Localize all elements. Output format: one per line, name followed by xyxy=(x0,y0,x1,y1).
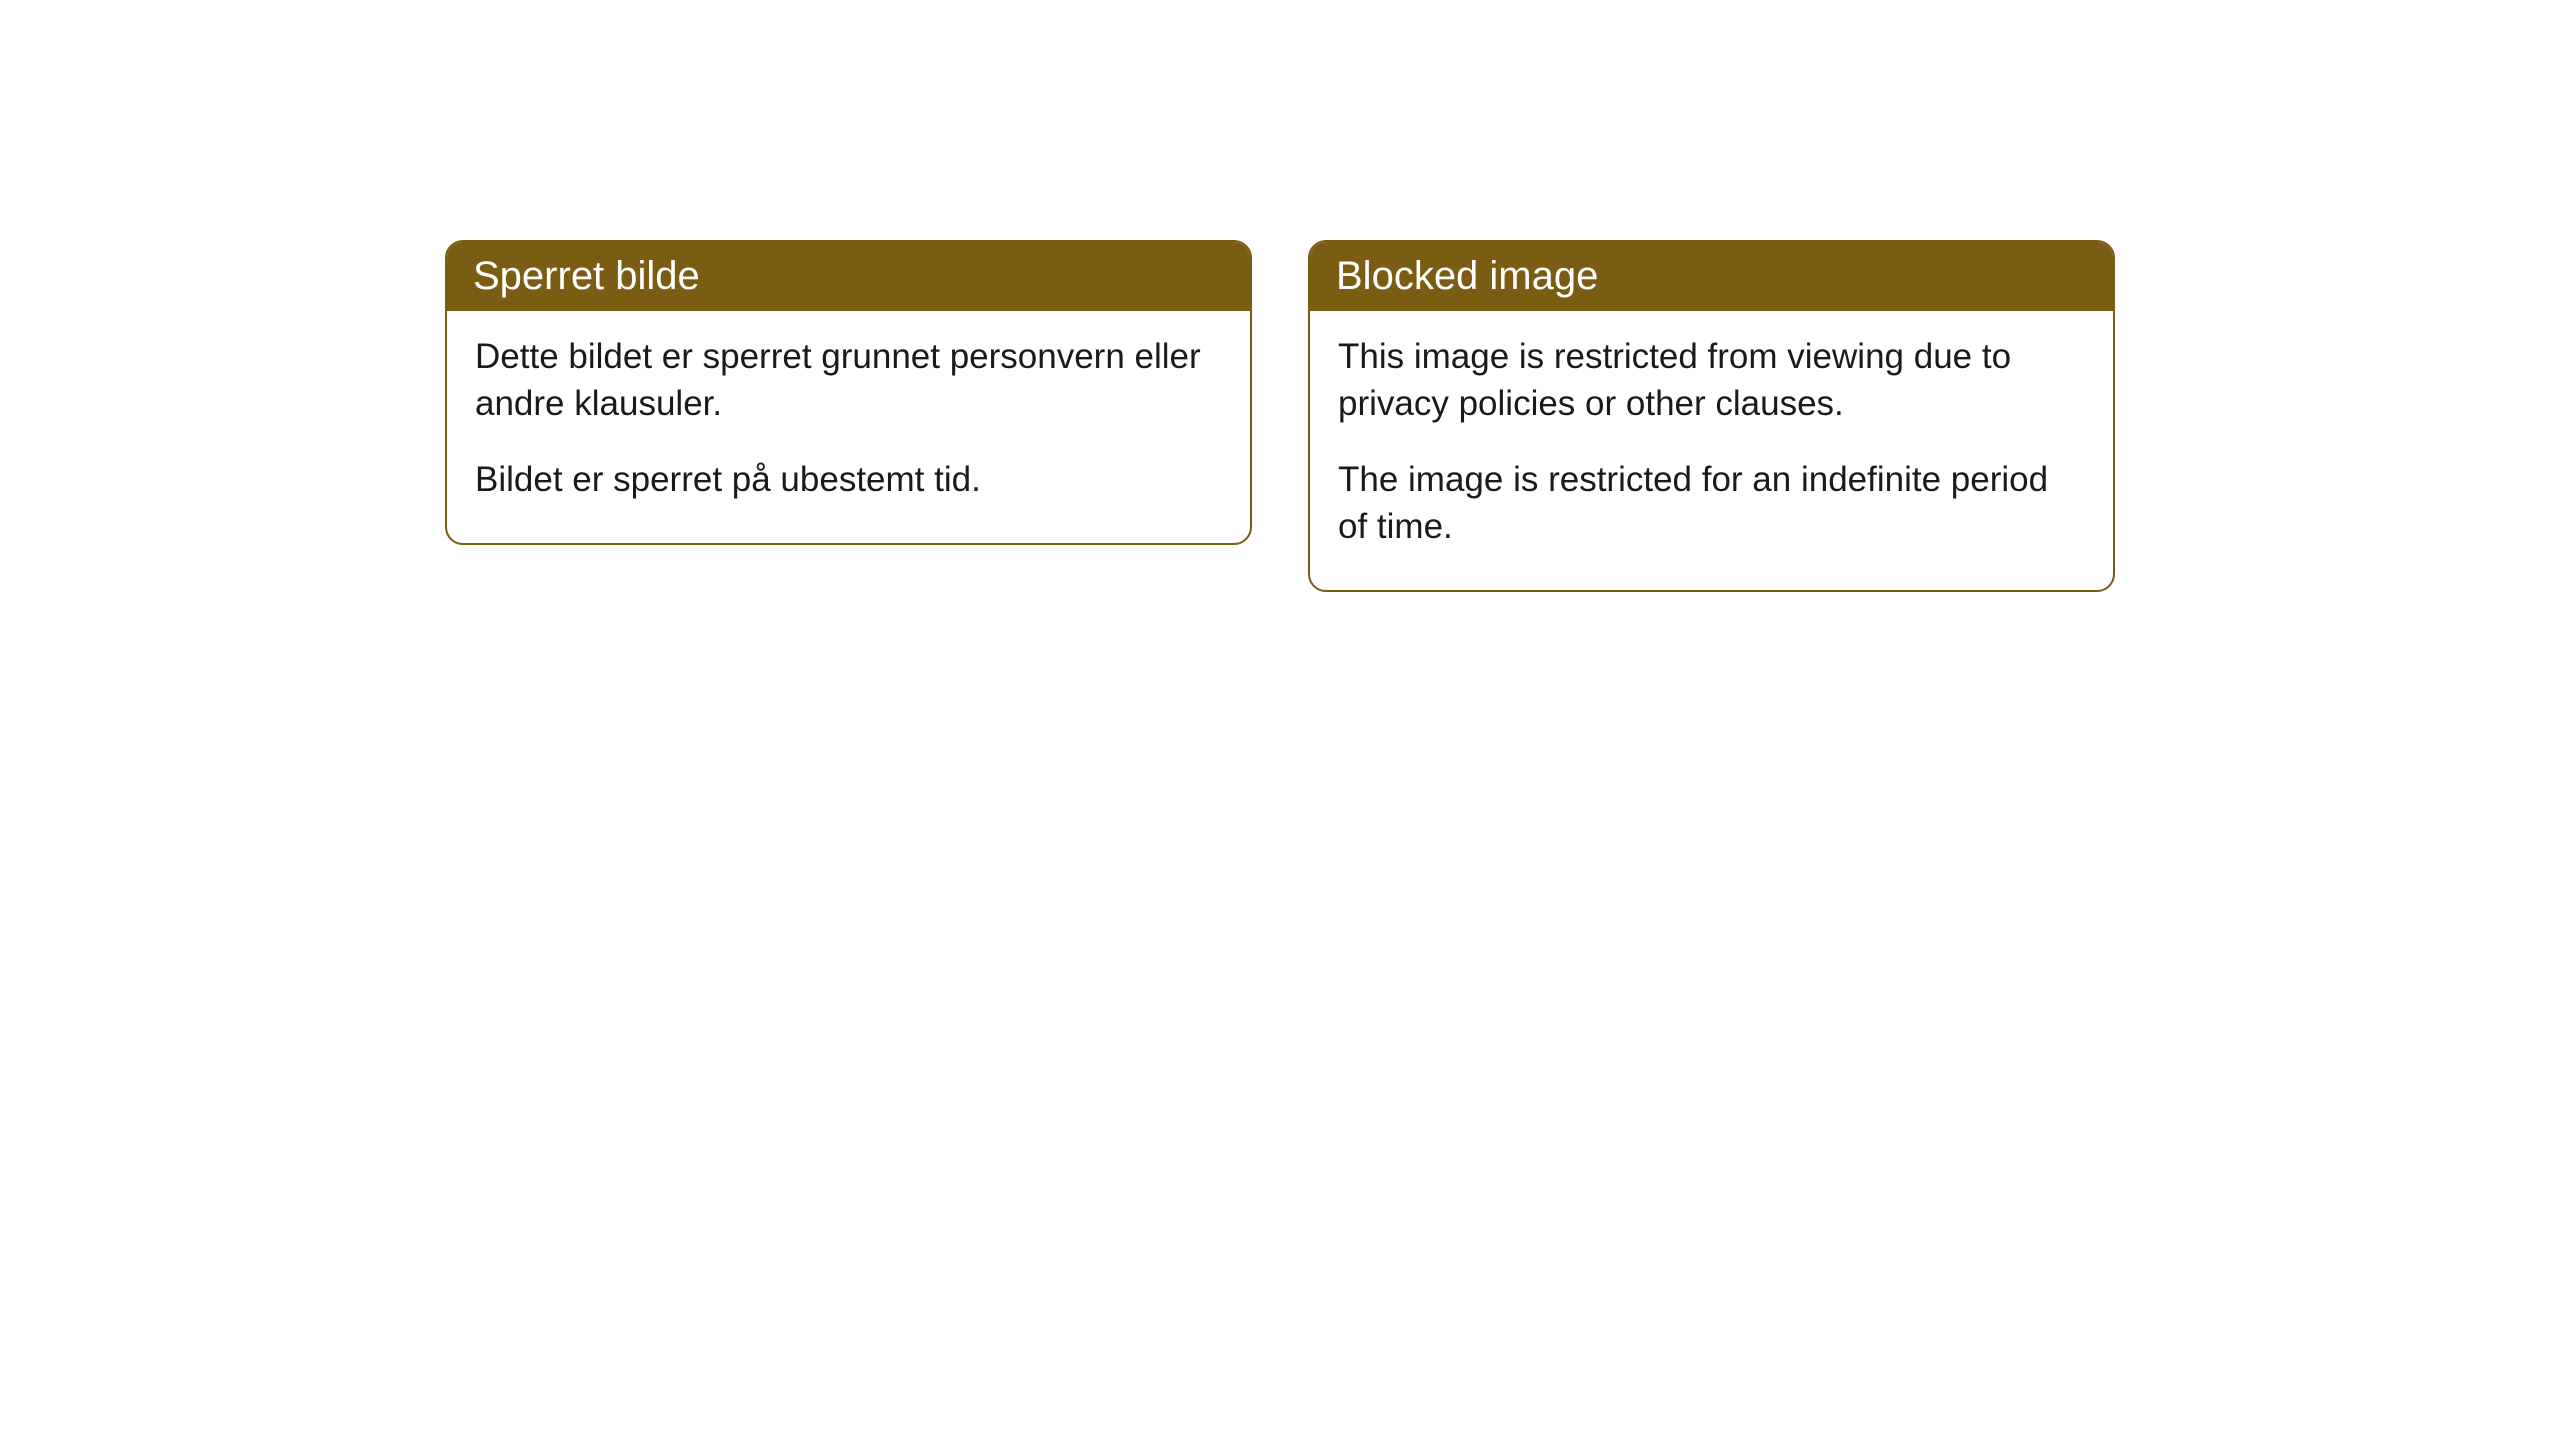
card-paragraph: Dette bildet er sperret grunnet personve… xyxy=(475,333,1222,428)
card-header: Sperret bilde xyxy=(447,242,1250,311)
notice-card-norwegian: Sperret bilde Dette bildet er sperret gr… xyxy=(445,240,1252,545)
card-paragraph: Bildet er sperret på ubestemt tid. xyxy=(475,456,1222,503)
card-body: Dette bildet er sperret grunnet personve… xyxy=(447,311,1250,543)
card-paragraph: This image is restricted from viewing du… xyxy=(1338,333,2085,428)
card-paragraph: The image is restricted for an indefinit… xyxy=(1338,456,2085,551)
card-header: Blocked image xyxy=(1310,242,2113,311)
notice-card-english: Blocked image This image is restricted f… xyxy=(1308,240,2115,592)
card-title: Blocked image xyxy=(1336,254,1598,298)
card-title: Sperret bilde xyxy=(473,254,700,298)
notice-cards-container: Sperret bilde Dette bildet er sperret gr… xyxy=(445,240,2115,1440)
card-body: This image is restricted from viewing du… xyxy=(1310,311,2113,590)
